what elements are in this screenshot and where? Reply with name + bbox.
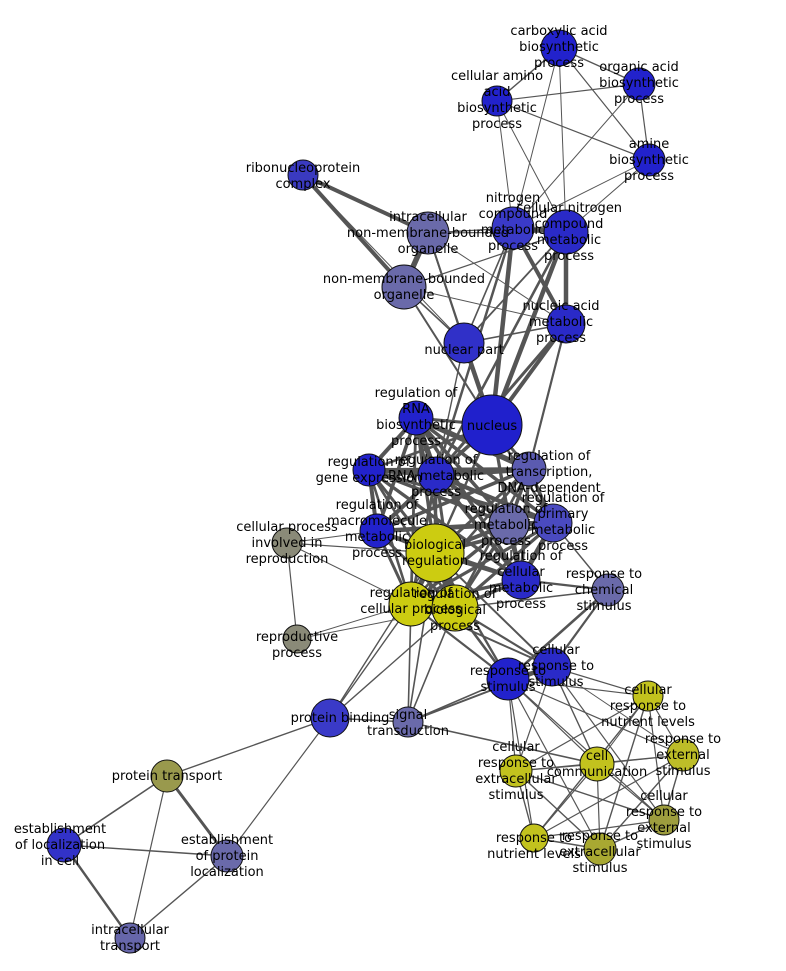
graph-node-nuclear-part[interactable] [443,322,485,364]
graph-edge [165,774,229,858]
graph-node-cell-communication[interactable] [579,746,615,782]
graph-edge [512,83,640,229]
graph-edge [551,666,665,821]
graph-edge [496,100,650,161]
graph-edge [286,542,412,605]
graph-edge [302,174,465,344]
graph-node-response-to-nutrient-levels[interactable] [519,823,549,853]
graph-edge [599,695,649,850]
graph-edge [489,229,569,428]
graph-edge [286,542,298,640]
graph-node-establishment-of-protein-localization[interactable] [210,839,244,873]
graph-node-nucleic-acid-metabolic-process[interactable] [546,304,586,344]
graph-node-regulation-of-cellular-process[interactable] [388,581,434,627]
graph-edge [489,225,516,428]
graph-edge [329,552,436,719]
graph-node-carboxylic-acid-biosynthetic-process[interactable] [540,29,578,67]
graph-node-amine-biosynthetic-process[interactable] [632,143,666,177]
graph-edge [507,678,649,697]
graph-edge [329,607,456,719]
graph-edge [329,603,412,719]
nodes-layer [46,29,700,954]
graph-edge [367,468,511,526]
graph-edge [599,754,684,850]
graph-node-regulation-of-rna-metabolic-process[interactable] [417,456,455,494]
graph-edge [533,754,684,839]
graph-edge [512,47,560,229]
graph-edge [496,83,640,102]
graph-node-regulation-of-rna-biosynthetic-process[interactable] [398,400,434,436]
graph-node-non-membrane-bounded-organelle[interactable] [381,264,427,310]
graph-node-regulation-of-macromolecule-metabolic-process[interactable] [359,513,395,549]
graph-edge [533,819,665,839]
edges-layer [62,47,684,940]
graph-node-regulation-of-cellular-metabolic-process[interactable] [501,560,541,600]
graph-edge [403,231,567,288]
graph-node-establishment-of-localization-in-cell[interactable] [46,827,82,863]
graph-node-organic-acid-biosynthetic-process[interactable] [622,67,656,101]
graph-node-biological-regulation[interactable] [405,523,465,583]
graph-edge [527,322,568,471]
graph-node-response-to-stimulus[interactable] [486,657,530,701]
graph-node-cellular-response-to-stimulus[interactable] [532,647,572,687]
labels-layer: carboxylic acid biosynthetic process organi… [14,24,721,954]
graph-edge [496,100,567,233]
graph-node-regulation-of-gene-expression[interactable] [352,453,386,487]
graph-node-cellular-response-to-external-stimulus[interactable] [648,804,680,836]
graph-edge [166,717,331,777]
graph-node-reproductive-process[interactable] [282,624,312,654]
graph-edge [463,231,567,344]
graph-edge [129,855,228,939]
graph-edge [409,416,418,606]
graph-node-intracellular-non-membrane-bounded-organelle[interactable] [406,211,450,255]
graph-node-nucleus[interactable] [461,394,523,456]
graph-edge [515,770,665,821]
graph-edge [129,775,168,939]
graph-node-regulation-of-metabolic-process[interactable] [488,503,530,545]
graph-edge [301,173,406,289]
graph-edge [62,843,132,940]
graph-node-regulation-of-biological-process[interactable] [431,584,479,632]
graph-node-response-to-chemical-stimulus[interactable] [591,573,625,607]
graph-node-response-to-external-stimulus[interactable] [666,738,700,772]
graph-edge [454,589,609,609]
graph-edge [515,770,601,850]
graph-node-cellular-nitrogen-compound-metabolic-process[interactable] [543,209,589,255]
graph-edge [427,232,567,325]
graph-edge [301,173,430,235]
graph-edge [407,721,598,765]
graph-node-signal-transduction[interactable] [392,706,424,738]
graph-edge [515,695,649,772]
graph-edge [63,844,228,857]
graph-edge [63,775,168,846]
graph-node-cellular-response-to-extracellular-stimulus[interactable] [499,754,533,788]
graph-edge [512,159,650,229]
graph-node-cellular-amino-acid-biosynthetic-process[interactable] [481,85,513,117]
graph-node-protein-transport[interactable] [150,759,184,793]
graph-edge [226,717,331,857]
graph-node-response-to-extracellular-stimulus[interactable] [583,832,617,866]
graph-edge [558,47,567,233]
graph-node-intracellular-transport[interactable] [114,922,146,954]
graph-edge [367,468,523,582]
graph-node-cellular-process-involved-in-reproduction[interactable] [271,527,303,559]
graph-edge [551,666,684,756]
graph-node-ribonucleoprotein-complex[interactable] [287,159,319,191]
graph-node-protein-binding[interactable] [310,698,350,738]
graph-edge [558,47,650,161]
graph-edge [506,588,610,681]
graph-edge [409,521,555,606]
graph-edge [375,467,531,533]
graph-edge [507,678,601,850]
graph-edge [407,666,553,723]
graph-edge [403,286,567,325]
graph-node-cellular-response-to-nutrient-levels[interactable] [632,680,664,712]
graph-node-regulation-of-primary-metabolic-process[interactable] [533,503,573,543]
graph-edge [507,678,665,821]
graph-node-regulation-of-transcription-dna-dependent[interactable] [511,451,547,487]
graph-node-nitrogen-compound-metabolic-process[interactable] [491,206,535,250]
